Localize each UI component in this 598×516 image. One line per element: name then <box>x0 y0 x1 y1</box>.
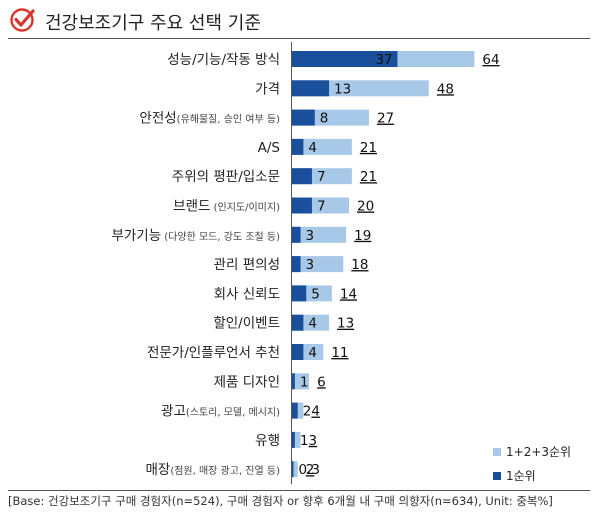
first-rank-value-label: 7 <box>317 199 326 215</box>
bar-total-rank <box>292 373 310 390</box>
category-label-main: 제품 디자인 <box>214 374 280 390</box>
bar-total-rank <box>292 461 298 478</box>
bar-first-rank <box>292 80 330 97</box>
category-label-main: 광고 <box>161 404 186 420</box>
legend-label: 1순위 <box>506 469 536 483</box>
first-rank-value-label: 2 <box>303 404 312 420</box>
category-label-main: 성능/기능/작동 방식 <box>167 52 280 68</box>
bar-first-rank <box>292 197 312 214</box>
bar-first-rank <box>292 461 294 478</box>
first-rank-value-label: 5 <box>311 286 320 302</box>
category-label: 유행 <box>255 433 280 449</box>
first-rank-value-label: 1 <box>300 374 309 390</box>
bar-total-rank <box>292 256 344 273</box>
category-label-main: 가격 <box>255 81 280 97</box>
legend-swatch <box>493 448 501 456</box>
category-label-note: (다양한 모드, 강도 조절 등) <box>161 230 280 243</box>
bar-first-rank <box>292 138 304 155</box>
bar-first-rank <box>292 344 304 360</box>
chart-header: 건강보조기구 주요 선택 기준 <box>0 0 598 40</box>
category-label: 안전성(유해물질, 승인 여부 등) <box>139 111 280 127</box>
bar-first-rank <box>292 168 312 185</box>
total-rank-value-label: 48 <box>437 81 454 97</box>
bar-first-rank <box>292 109 315 126</box>
bar-first-rank <box>292 51 398 67</box>
category-label-note: (스토리, 모델, 메시지) <box>186 407 280 419</box>
bar-first-rank <box>292 314 304 331</box>
category-label: A/S <box>258 140 280 156</box>
category-label: 브랜드 (인지도/이미지) <box>173 199 280 215</box>
category-label-main: 관리 편의성 <box>214 257 280 273</box>
first-rank-value-label: 4 <box>308 316 317 332</box>
category-label-main: 유행 <box>255 433 280 449</box>
category-label-main: 부가기능 <box>111 228 161 244</box>
category-label: 제품 디자인 <box>214 374 280 390</box>
category-label: 부가기능 (다양한 모드, 강도 조절 등) <box>111 228 280 244</box>
footnote: [Base: 건강보조기구 구매 경험자(n=524), 구매 경험자 or 향… <box>8 494 553 508</box>
title-divider <box>8 38 590 39</box>
bar-first-rank <box>292 431 295 448</box>
total-rank-value-label: 21 <box>360 169 377 185</box>
first-rank-value-label: 4 <box>308 140 317 156</box>
total-rank-value-label: 13 <box>337 316 354 332</box>
category-label-main: 회사 신뢰도 <box>214 286 280 302</box>
total-rank-value-label: 21 <box>360 140 377 156</box>
category-label: 광고(스토리, 모델, 메시지) <box>161 404 280 420</box>
category-label-main: 매장 <box>145 462 170 478</box>
bar-first-rank <box>292 373 295 390</box>
total-rank-value-label: 6 <box>317 374 326 390</box>
total-rank-value-label: 18 <box>351 257 368 273</box>
bar-first-rank <box>292 226 301 243</box>
first-rank-value-label: 8 <box>320 111 329 127</box>
category-label: 성능/기능/작동 방식 <box>167 52 280 68</box>
bar-first-rank <box>292 256 301 273</box>
total-rank-value-label: 64 <box>482 52 499 68</box>
bar-total-rank <box>292 226 347 243</box>
first-rank-value-label: 37 <box>375 52 392 68</box>
first-rank-value-label: 3 <box>306 257 315 273</box>
category-label: 할인/이벤트 <box>213 316 280 332</box>
category-label-note: (인지도/이미지) <box>210 202 280 214</box>
category-label: 매장(점원, 매장 광고, 진열 등) <box>145 462 280 478</box>
total-rank-value-label: 20 <box>357 199 374 215</box>
legend-swatch <box>493 472 501 480</box>
first-rank-value-label: 7 <box>317 169 326 185</box>
bar-first-rank <box>292 285 307 302</box>
total-rank-value-label: 14 <box>340 286 357 302</box>
first-rank-value-label: 13 <box>334 81 351 97</box>
total-rank-value-label: 27 <box>377 111 394 127</box>
category-label-main: 전문가/인플루언서 추천 <box>147 345 280 361</box>
category-label-main: 안전성 <box>139 111 176 127</box>
category-label: 회사 신뢰도 <box>214 286 280 302</box>
category-label: 주위의 평판/입소문 <box>172 169 280 185</box>
total-rank-value-label: 2 <box>306 462 315 478</box>
category-label-main: 할인/이벤트 <box>213 316 280 332</box>
first-rank-value-label: 3 <box>306 228 315 244</box>
chart-title: 건강보조기구 주요 선택 기준 <box>45 13 261 34</box>
bar-total-rank <box>292 431 301 448</box>
footnote-divider <box>8 490 590 491</box>
category-label: 전문가/인플루언서 추천 <box>147 345 280 361</box>
category-label: 관리 편의성 <box>214 257 280 273</box>
legend-label: 1+2+3순위 <box>506 445 571 459</box>
first-rank-value-label: 1 <box>300 433 309 449</box>
total-rank-value-label: 3 <box>309 433 318 449</box>
category-label-main: 브랜드 <box>173 199 210 215</box>
legend: 1+2+3순위 1순위 <box>493 445 571 483</box>
bar-total-rank <box>292 138 352 155</box>
category-label-main: A/S <box>258 140 280 156</box>
category-label-main: 주위의 평판/입소문 <box>172 169 280 185</box>
first-rank-value-label: 0.3 <box>299 462 320 478</box>
category-label-note: (점원, 매장 광고, 진열 등) <box>170 465 280 477</box>
bar-first-rank <box>292 402 298 419</box>
total-rank-value-label: 11 <box>331 345 348 361</box>
total-rank-value-label: 19 <box>354 228 371 244</box>
checkmark-icon <box>10 8 35 32</box>
category-label: 가격 <box>255 81 280 97</box>
category-label-note: (유해물질, 승인 여부 등) <box>177 113 280 126</box>
first-rank-value-label: 4 <box>308 345 317 361</box>
total-rank-value-label: 4 <box>311 404 320 420</box>
